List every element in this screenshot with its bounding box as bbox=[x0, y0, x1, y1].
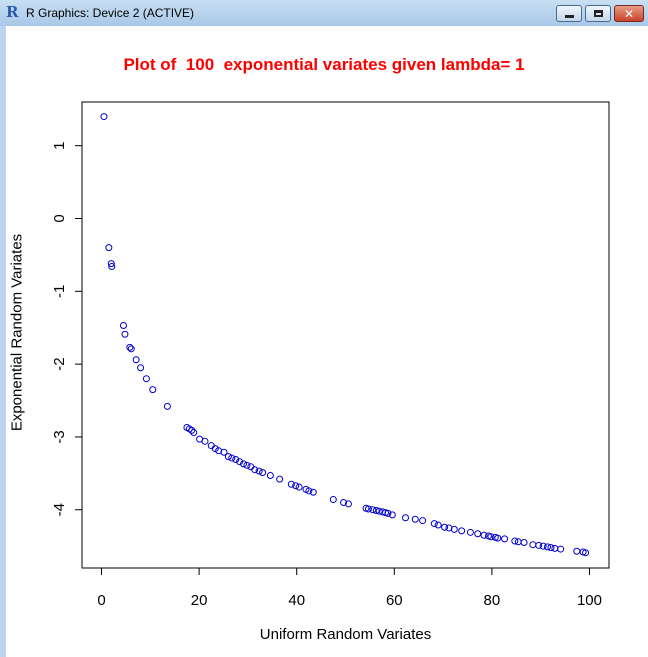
minimize-icon bbox=[564, 15, 574, 18]
data-point bbox=[520, 539, 528, 547]
data-point bbox=[557, 545, 565, 553]
data-point bbox=[369, 506, 377, 514]
data-point bbox=[305, 487, 313, 495]
x-tick-label: 100 bbox=[577, 592, 602, 609]
data-point bbox=[295, 483, 303, 491]
data-point bbox=[142, 375, 150, 383]
data-point bbox=[384, 509, 392, 517]
data-point bbox=[309, 488, 317, 496]
data-point bbox=[329, 496, 337, 504]
data-point bbox=[494, 534, 502, 542]
x-tick-label: 60 bbox=[386, 592, 403, 609]
data-point bbox=[107, 260, 115, 268]
y-tick-label: -3 bbox=[51, 430, 68, 443]
data-point bbox=[411, 515, 419, 523]
data-point bbox=[419, 517, 427, 525]
data-point bbox=[126, 343, 134, 351]
maximize-icon bbox=[593, 10, 603, 17]
data-point bbox=[458, 527, 466, 535]
data-point bbox=[340, 498, 348, 506]
title-bar[interactable]: R R Graphics: Device 2 (ACTIVE) ✕ bbox=[0, 0, 648, 27]
data-point bbox=[224, 453, 232, 461]
close-button[interactable]: ✕ bbox=[614, 5, 644, 22]
chart-title: Plot of 100 exponential variates given l… bbox=[123, 55, 525, 74]
data-point bbox=[266, 472, 274, 480]
data-point bbox=[539, 542, 547, 550]
data-point bbox=[466, 528, 474, 536]
y-tick-label: -2 bbox=[51, 357, 68, 370]
data-point bbox=[582, 549, 590, 557]
data-point bbox=[163, 402, 171, 410]
data-point bbox=[544, 543, 552, 551]
data-point bbox=[430, 520, 438, 528]
data-point bbox=[573, 547, 581, 555]
data-point bbox=[220, 448, 228, 456]
data-point bbox=[240, 460, 248, 468]
data-point bbox=[255, 467, 263, 475]
data-point bbox=[105, 244, 113, 252]
data-point bbox=[434, 521, 442, 529]
data-point bbox=[276, 475, 284, 483]
data-point bbox=[529, 541, 537, 549]
data-point bbox=[364, 505, 372, 513]
minimize-button[interactable] bbox=[556, 5, 582, 22]
data-point bbox=[388, 511, 396, 519]
y-tick-label: 1 bbox=[51, 142, 68, 150]
x-tick-label: 80 bbox=[484, 592, 501, 609]
data-point bbox=[287, 480, 295, 488]
data-point bbox=[372, 506, 380, 514]
maximize-button[interactable] bbox=[585, 5, 611, 22]
data-point bbox=[487, 533, 495, 541]
data-point bbox=[450, 525, 458, 533]
data-point bbox=[375, 507, 383, 515]
data-point bbox=[402, 514, 410, 522]
plot-canvas bbox=[6, 26, 648, 657]
axes: 0 20 40 60 80 100 1 0 -1 -2 -3 -4 bbox=[51, 142, 602, 609]
plot-frame bbox=[81, 101, 610, 569]
r-logo-icon: R bbox=[6, 3, 19, 21]
data-point bbox=[243, 461, 251, 469]
data-point bbox=[132, 356, 140, 364]
data-point bbox=[188, 426, 196, 434]
window-frame bbox=[0, 26, 6, 657]
data-point bbox=[344, 500, 352, 508]
x-axis-label: Uniform Random Variates bbox=[259, 626, 432, 643]
data-point bbox=[127, 345, 135, 353]
data-point bbox=[441, 523, 449, 531]
y-tick-label: -4 bbox=[51, 503, 68, 516]
close-icon: ✕ bbox=[623, 6, 635, 21]
x-tick-label: 40 bbox=[288, 592, 305, 609]
data-point bbox=[251, 466, 259, 474]
data-point bbox=[121, 330, 129, 338]
data-point bbox=[232, 456, 240, 464]
data-point bbox=[190, 429, 198, 437]
data-point bbox=[201, 437, 209, 445]
data-point bbox=[551, 544, 559, 552]
data-point bbox=[100, 113, 108, 121]
y-axis-label: Exponential Random Variates bbox=[8, 233, 26, 432]
data-point bbox=[211, 445, 219, 453]
data-point bbox=[137, 364, 145, 372]
data-point bbox=[292, 482, 300, 490]
data-point bbox=[535, 541, 543, 549]
data-point bbox=[474, 530, 482, 538]
data-point bbox=[119, 322, 127, 330]
data-point bbox=[228, 454, 236, 462]
x-tick-label: 20 bbox=[191, 592, 208, 609]
window-title: R Graphics: Device 2 (ACTIVE) bbox=[26, 6, 195, 20]
data-point bbox=[547, 544, 555, 552]
data-point bbox=[236, 458, 244, 466]
data-point bbox=[511, 537, 519, 545]
data-point bbox=[259, 469, 267, 477]
data-point bbox=[149, 386, 157, 394]
y-tick-label: 0 bbox=[51, 214, 68, 222]
data-point bbox=[108, 263, 116, 271]
data-point bbox=[501, 535, 509, 543]
data-points bbox=[100, 113, 590, 557]
y-tick-label: -1 bbox=[51, 285, 68, 298]
x-tick-label: 0 bbox=[97, 592, 105, 609]
data-point bbox=[480, 531, 488, 539]
